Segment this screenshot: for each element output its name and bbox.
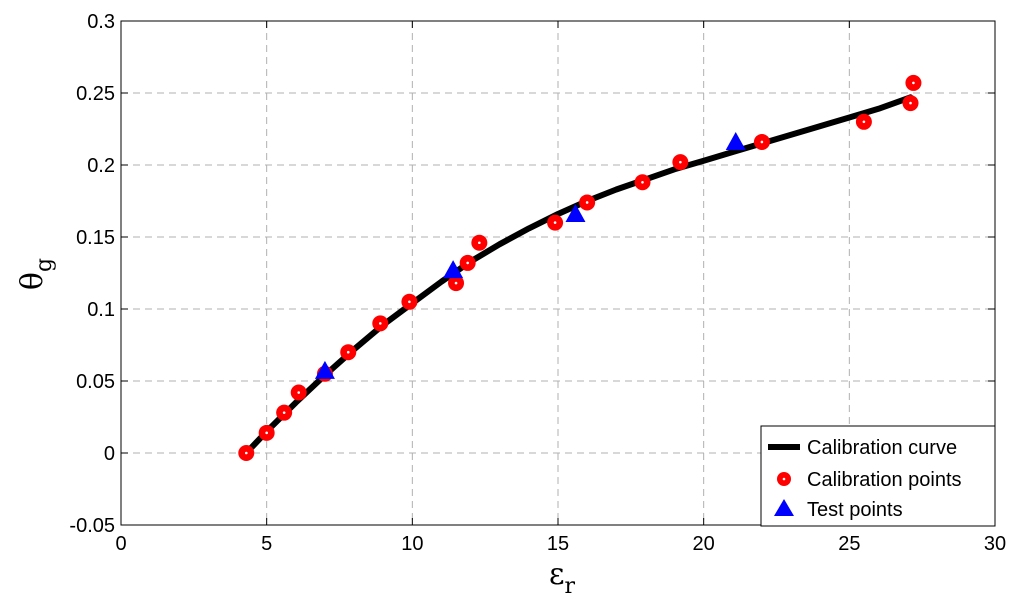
calibration-point-center xyxy=(912,81,915,85)
x-tick-label: 25 xyxy=(838,533,860,555)
calibration-point-center xyxy=(466,261,469,265)
calibration-point-center xyxy=(553,221,557,224)
y-axis-label: θg xyxy=(15,258,57,290)
series-layer xyxy=(238,74,922,461)
test-point xyxy=(314,360,335,379)
calibration-point-center xyxy=(454,281,458,285)
calibration-point-center xyxy=(346,350,350,354)
legend-swatch-test-points xyxy=(774,499,794,516)
x-tick-label: 15 xyxy=(547,533,569,555)
y-tick-label: 0.25 xyxy=(76,83,115,105)
x-tick-label: 5 xyxy=(261,533,272,555)
calibration-point-center xyxy=(909,101,912,105)
calibration-point-center xyxy=(265,431,268,435)
calibration-point-center xyxy=(244,451,248,455)
legend: Calibration curve Calibration points Tes… xyxy=(760,425,996,527)
plot-frame xyxy=(120,20,996,526)
legend-label-calibration-curve: Calibration curve xyxy=(807,437,957,459)
y-tick-label: -0.05 xyxy=(69,515,115,537)
calibration-point-center xyxy=(478,241,481,245)
x-tick-label: 20 xyxy=(693,533,715,555)
calibration-point-center xyxy=(378,322,382,325)
y-tick-label: 0.15 xyxy=(76,227,115,249)
legend-box xyxy=(760,425,996,527)
y-tick-label: 0.1 xyxy=(87,299,115,321)
x-tick-label: 10 xyxy=(401,533,423,555)
x-tick-label: 0 xyxy=(115,533,126,555)
calibration-point-center xyxy=(760,140,764,144)
calibration-point-center xyxy=(679,160,682,164)
legend-label-calibration-points: Calibration points xyxy=(807,469,962,491)
y-tick-label: 0.05 xyxy=(76,371,115,393)
calibration-point-center xyxy=(408,300,411,304)
calibration-point-center xyxy=(862,120,866,124)
legend-label-test-points: Test points xyxy=(807,499,903,521)
y-tick-label: 0 xyxy=(104,443,115,465)
legend-swatch-calibration-points-dot xyxy=(782,477,786,481)
test-point xyxy=(565,203,586,222)
calibration-point-center xyxy=(297,391,301,394)
x-tick-label: 30 xyxy=(984,533,1006,555)
y-tick-label: 0.3 xyxy=(87,11,115,33)
calibration-point-center xyxy=(585,201,589,204)
calibration-point-center xyxy=(641,180,644,184)
test-point xyxy=(443,260,464,279)
test-point xyxy=(725,131,746,150)
grid xyxy=(121,21,995,525)
x-axis-label: εr xyxy=(549,557,576,599)
y-tick-label: 0.2 xyxy=(87,155,115,177)
calibration-point-center xyxy=(282,411,286,414)
